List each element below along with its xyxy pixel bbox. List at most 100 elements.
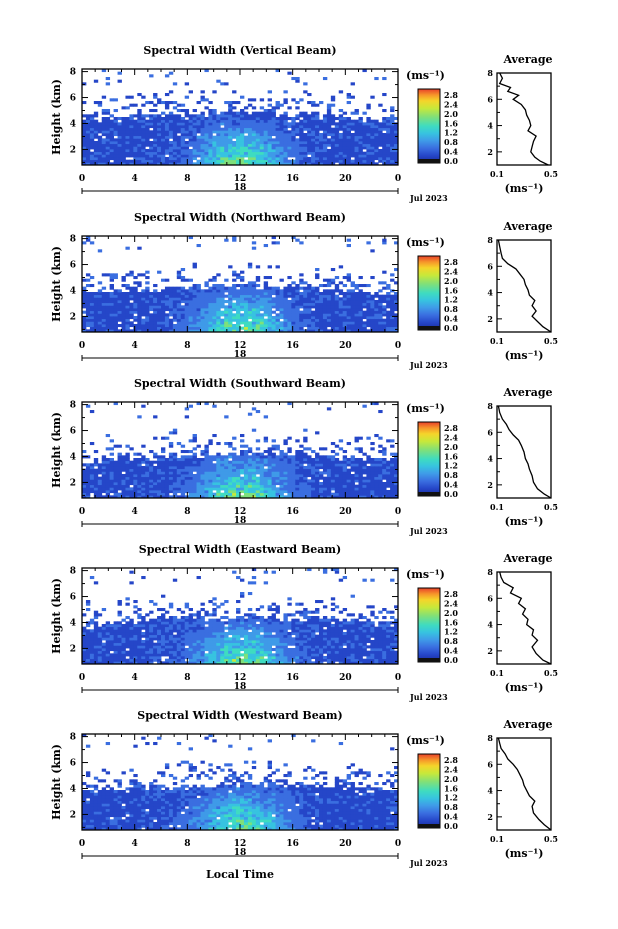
heatmap-cell [240, 495, 245, 499]
heatmap-cell [243, 326, 249, 330]
heatmap-cell [299, 305, 304, 309]
heatmap-cell [236, 159, 241, 163]
heatmap-cell [263, 482, 269, 486]
heatmap-cell [338, 495, 344, 499]
heatmap-cell [137, 146, 142, 150]
colorbar [417, 255, 441, 331]
heatmap-cell [192, 436, 197, 440]
heatmap-cell [232, 270, 237, 274]
heatmap-cell [97, 476, 103, 480]
heatmap-cell [299, 300, 304, 304]
heatmap-cell [267, 495, 272, 499]
heatmap-cell [287, 324, 292, 328]
heatmap-cell [117, 318, 122, 322]
heatmap-cell [216, 452, 221, 456]
heatmap-cell [125, 310, 130, 314]
heatmap-cell [113, 130, 118, 134]
heatmap-cell [153, 479, 158, 483]
heatmap-cell [220, 482, 225, 486]
heatmap-cell [299, 114, 304, 118]
heatmap-cell [204, 321, 209, 325]
heatmap-cell [275, 329, 280, 333]
heatmap-cell [275, 482, 280, 486]
heatmap-cell [370, 313, 375, 317]
heatmap-cell [216, 119, 221, 123]
heatmap-cell [275, 286, 280, 290]
heatmap-cell [121, 492, 126, 496]
heatmap-cell [346, 492, 351, 496]
heatmap-cell [121, 278, 126, 282]
heatmap-cell [247, 265, 253, 269]
heatmap-cell [204, 159, 209, 163]
heatmap-cell [334, 154, 340, 158]
heatmap-cell [283, 289, 288, 293]
heatmap-cell [180, 460, 186, 464]
heatmap-cell [236, 302, 241, 306]
heatmap-cell [105, 642, 111, 646]
heatmap-cell [255, 130, 261, 134]
heatmap-cell [113, 305, 118, 309]
heatmap-cell [204, 292, 209, 296]
heatmap-cell [216, 468, 221, 472]
heatmap-cell [85, 117, 91, 121]
heatmap-cell [366, 466, 371, 470]
heatmap-cell [243, 111, 249, 115]
heatmap-cell [299, 479, 304, 483]
heatmap-cell [82, 484, 87, 488]
heatmap-cell [105, 294, 111, 298]
heatmap-cell [168, 297, 174, 301]
x-tick-label: 8 [184, 174, 190, 184]
heatmap-cell [386, 326, 391, 330]
heatmap-cell [208, 294, 213, 298]
heatmap-cell [236, 463, 241, 467]
heatmap-cell [326, 455, 332, 459]
heatmap-cell [240, 276, 245, 280]
heatmap-cell [382, 471, 387, 475]
heatmap-cell [307, 479, 312, 483]
heatmap-cell [315, 111, 320, 115]
heatmap-cell [307, 329, 312, 333]
heatmap-cell [390, 119, 395, 123]
heatmap-cell [93, 634, 99, 638]
heatmap-cell [267, 321, 272, 325]
heatmap-cell [192, 308, 197, 312]
y-tick-label: 4 [70, 119, 76, 129]
heatmap-cell [279, 151, 284, 155]
heatmap-cell [196, 484, 201, 488]
heatmap-cell [303, 466, 308, 470]
heatmap-cell [366, 297, 371, 301]
heatmap-cell [200, 300, 205, 304]
heatmap-cell [247, 292, 253, 296]
heatmap-cell [338, 289, 344, 293]
heatmap-cell [93, 650, 99, 654]
heatmap-cell [232, 273, 237, 277]
heatmap-cell [236, 316, 241, 320]
heatmap-cell [330, 98, 336, 102]
heatmap-cell [390, 294, 395, 298]
heatmap-cell [101, 305, 107, 309]
heatmap-cell [216, 442, 221, 446]
heatmap-cell [137, 634, 142, 638]
heatmap-cell [255, 487, 261, 491]
heatmap-cell [85, 640, 91, 644]
heatmap-cell [133, 634, 138, 638]
heatmap-cell [224, 310, 229, 314]
heatmap-cell [287, 106, 292, 110]
heatmap-cell [271, 300, 276, 304]
heatmap-cell [338, 114, 344, 118]
heatmap-cell [133, 471, 138, 475]
heatmap-cell [251, 294, 257, 298]
heatmap-cell [394, 162, 399, 166]
heatmap-cell [89, 490, 95, 494]
heatmap-cell [117, 138, 122, 142]
heatmap-cell [196, 289, 201, 293]
heatmap-cell [113, 122, 118, 126]
heatmap-cell [101, 146, 107, 150]
heatmap-cell [334, 151, 340, 155]
heatmap-cell [240, 305, 245, 309]
heatmap-cell [129, 146, 134, 150]
heatmap-cell [220, 324, 225, 328]
heatmap-cell [263, 463, 269, 467]
heatmap-cell [216, 463, 221, 467]
average-y-tick-label: 4 [487, 454, 493, 464]
